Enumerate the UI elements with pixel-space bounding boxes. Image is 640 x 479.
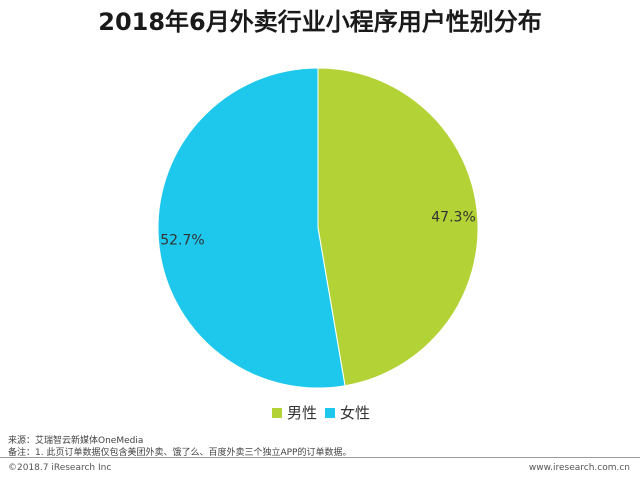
pie-slice-male: [317, 67, 479, 387]
legend-label-male: 男性: [287, 404, 318, 422]
pie-value-label-male: 47.3%: [431, 209, 475, 225]
pie-slice-female: [157, 67, 346, 389]
legend-label-female: 女性: [340, 404, 371, 422]
source-note: 来源：艾瑞智云新媒体OneMedia: [8, 436, 144, 446]
legend-item-female: 女性: [325, 402, 370, 423]
legend-swatch-male: [272, 407, 282, 418]
website-text: www.iresearch.com.cn: [528, 463, 630, 473]
chart-legend: 男性 女性: [272, 402, 378, 423]
legend-item-male: 男性: [272, 402, 317, 423]
pie-value-label-female: 52.7%: [160, 233, 204, 249]
copyright-text: ©2018.7 iResearch Inc: [8, 463, 112, 473]
legend-swatch-female: [325, 407, 336, 418]
remark-note: 备注：1. 此页订单数据仅包含美团外卖、饿了么、百度外卖三个独立APP的订单数据…: [8, 448, 352, 458]
chart-title: 2018年6月外卖行业小程序用户性别分布: [98, 8, 542, 36]
footer-divider: [0, 457, 640, 458]
